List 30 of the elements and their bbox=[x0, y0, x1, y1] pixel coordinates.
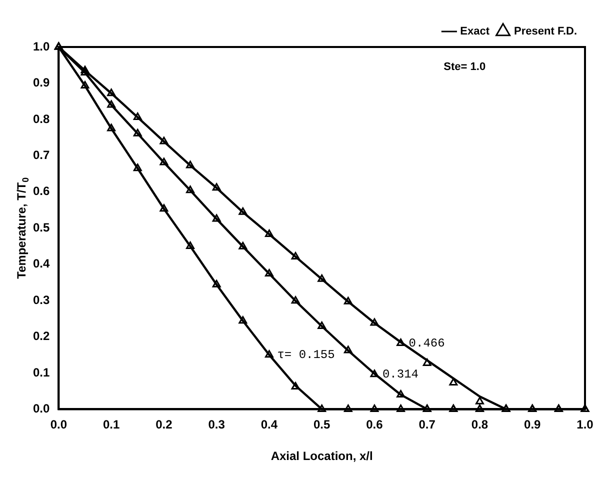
x-axis-title: Axial Location, x/l bbox=[270, 449, 373, 464]
annotation: τ= 0.155 bbox=[277, 348, 335, 362]
x-tick-label: 0.8 bbox=[471, 418, 488, 432]
legend-label: Present F.D. bbox=[514, 26, 578, 38]
x-tick-label: 0.9 bbox=[524, 418, 542, 432]
annotation: 0.314 bbox=[382, 368, 418, 382]
x-tick-label: 0.4 bbox=[260, 418, 278, 432]
x-tick-label: 0.1 bbox=[102, 418, 120, 432]
y-tick-label: 0.3 bbox=[32, 292, 50, 307]
y-tick-label: 0.2 bbox=[32, 329, 50, 344]
y-tick-label: 0.7 bbox=[32, 148, 50, 162]
legend-label: Exact bbox=[460, 26, 490, 38]
y-tick-label: 0.0 bbox=[32, 402, 50, 416]
y-tick-label: 0.9 bbox=[32, 76, 50, 90]
annotation: Ste= 1.0 bbox=[444, 61, 486, 74]
y-tick-label: 0.5 bbox=[32, 220, 50, 234]
x-tick-label: 0.3 bbox=[208, 418, 226, 432]
annotation: 0.466 bbox=[408, 336, 445, 350]
y-tick-label: 0.6 bbox=[32, 184, 50, 198]
x-tick-label: 0.5 bbox=[313, 418, 331, 432]
x-tick-label: 0.2 bbox=[156, 418, 173, 432]
y-axis-title: Temperature, T/T0 bbox=[14, 177, 30, 279]
x-tick-label: 0.6 bbox=[366, 418, 384, 432]
x-tick-label: 1.0 bbox=[576, 418, 594, 432]
x-tick-label: 0.7 bbox=[418, 418, 436, 432]
y-tick-label: 0.4 bbox=[32, 256, 50, 271]
y-tick-label: 0.1 bbox=[32, 365, 50, 380]
y-tick-label: 1.0 bbox=[32, 39, 50, 54]
x-tick-label: 0.0 bbox=[50, 418, 68, 432]
y-tick-label: 0.8 bbox=[32, 112, 50, 126]
